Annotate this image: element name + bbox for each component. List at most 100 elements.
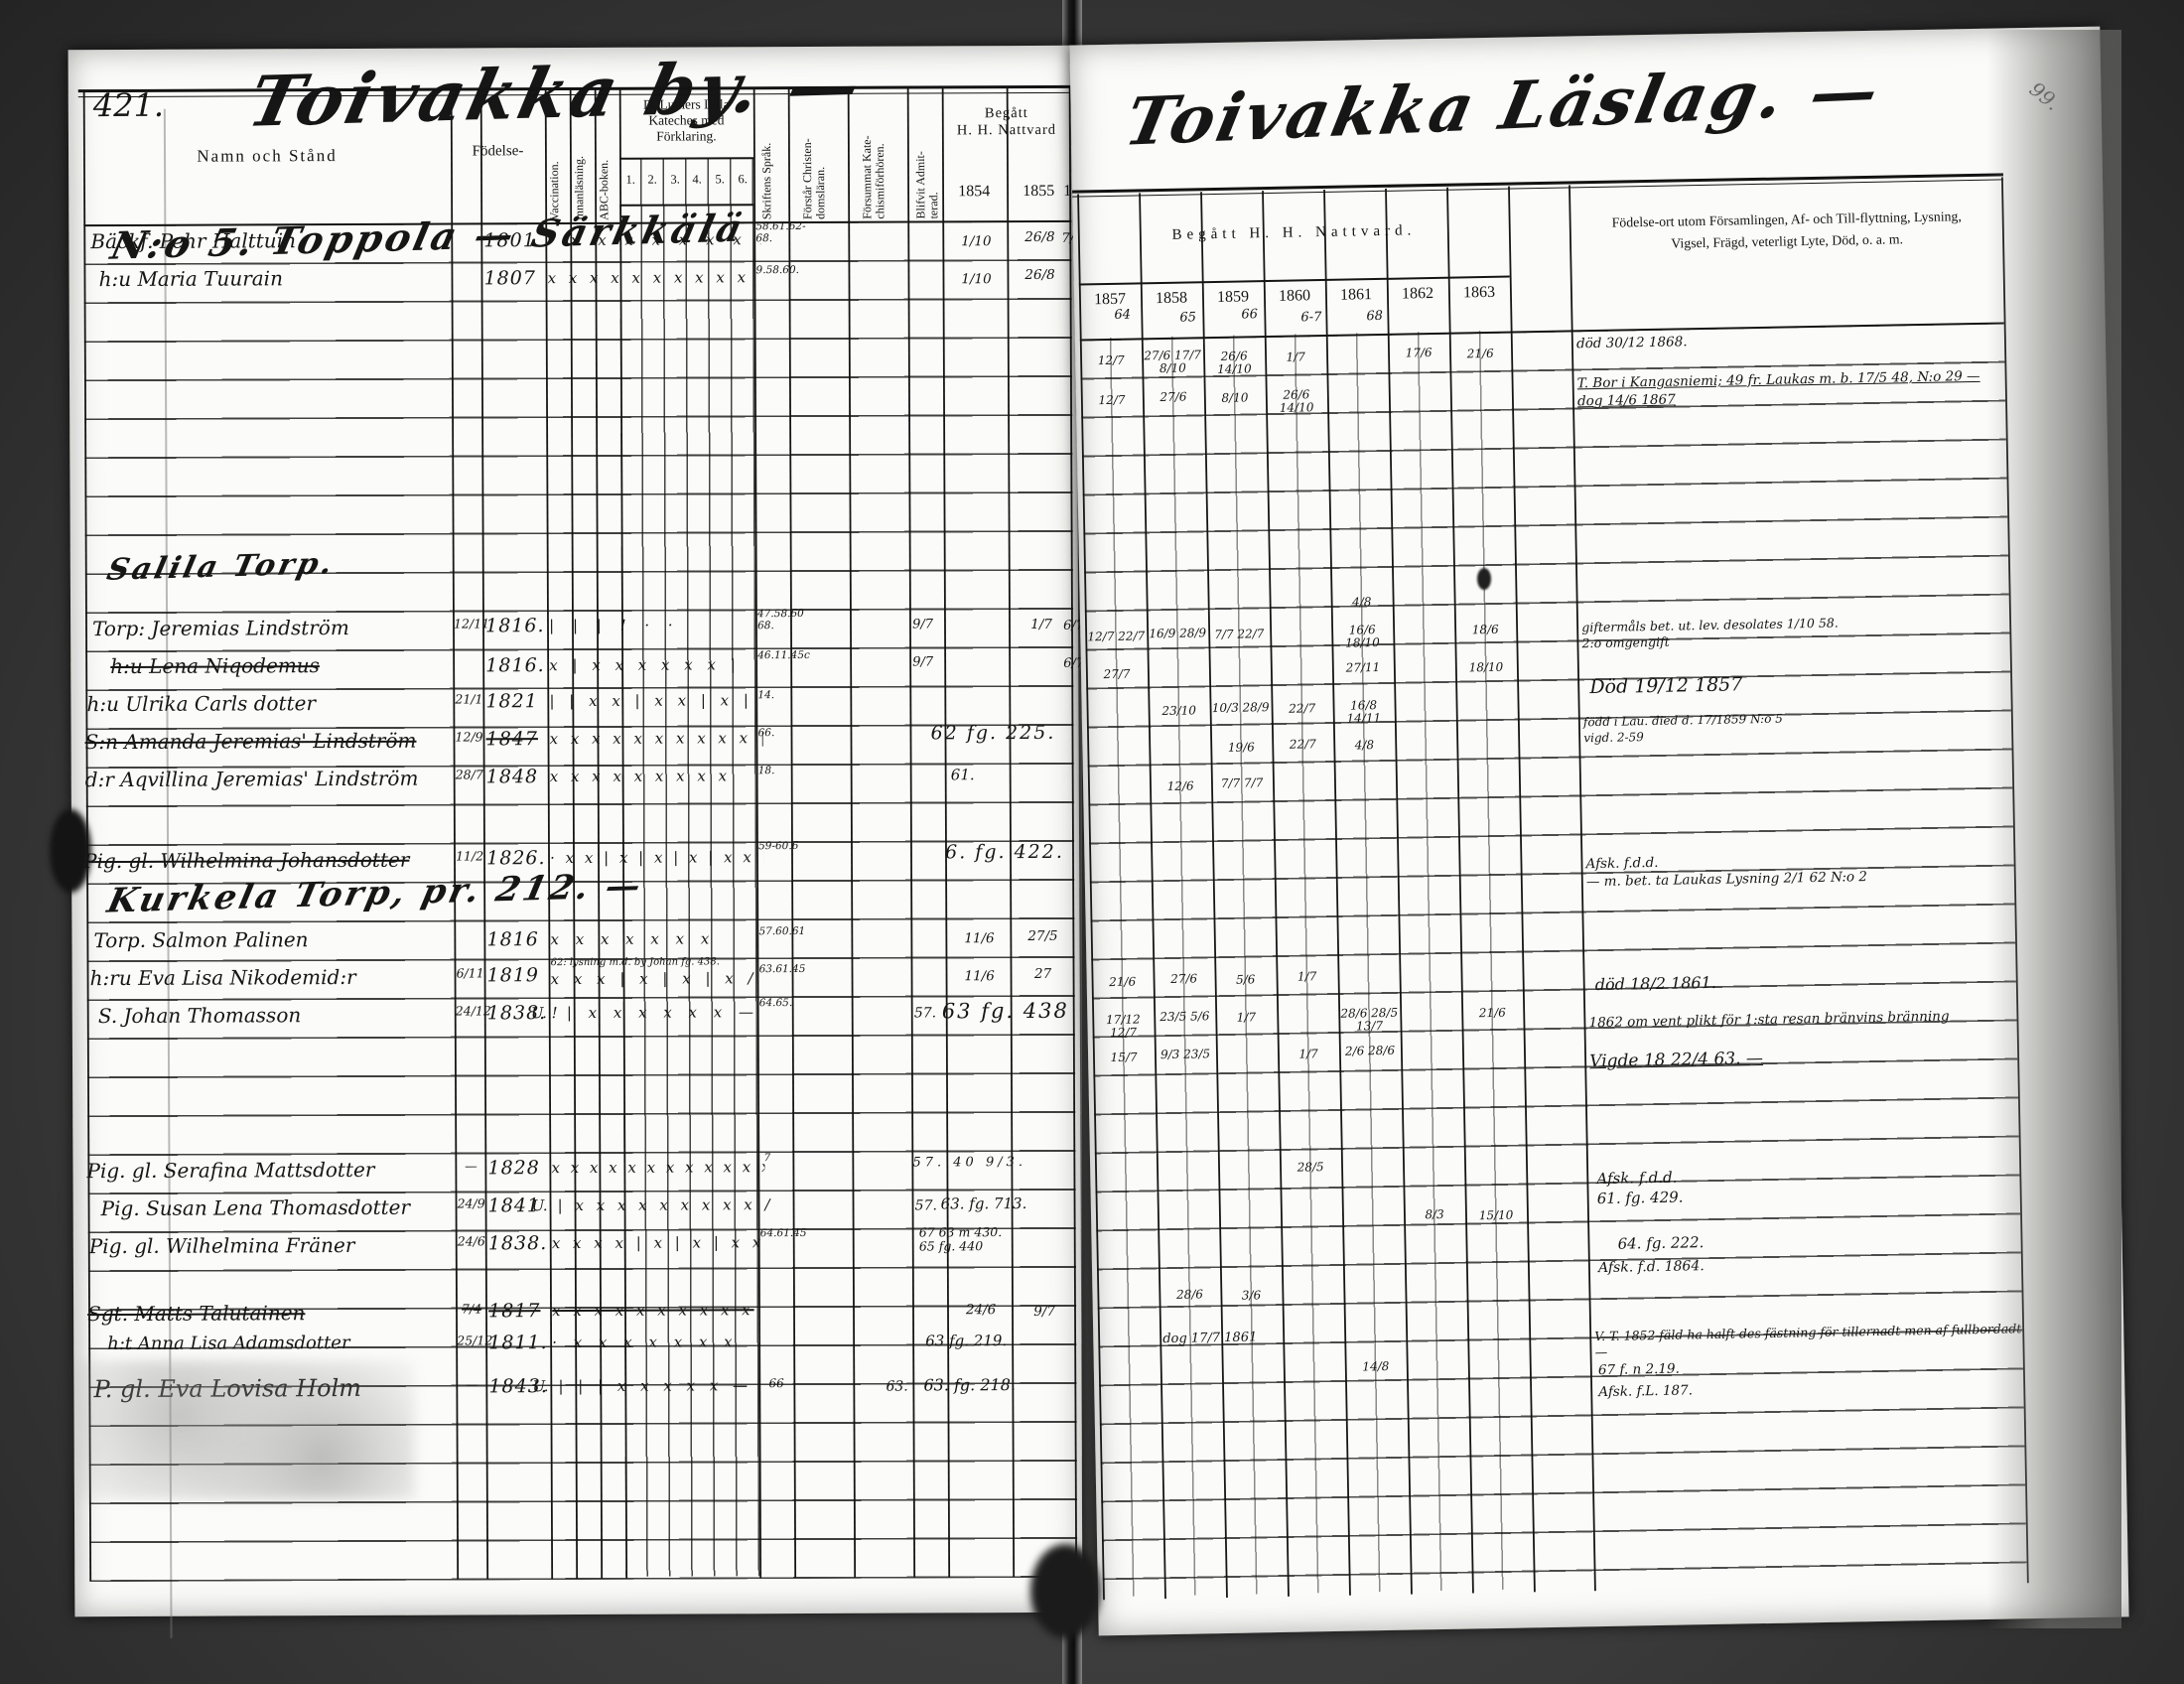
birth-year: 1828 bbox=[487, 1157, 540, 1180]
birth-year: 1811. bbox=[488, 1332, 548, 1354]
communion-date: 27/6 bbox=[1160, 389, 1187, 405]
year-header-1854: 1854 bbox=[958, 183, 991, 201]
year-header-1860: 1860 bbox=[1278, 287, 1311, 305]
birth-date: — bbox=[466, 1376, 478, 1392]
communion-date: 1/7 bbox=[1298, 1047, 1318, 1061]
entry-name: Bäckf. Pehr Halttuin bbox=[90, 228, 297, 254]
communion-date: 28/5 bbox=[1297, 1160, 1324, 1175]
note-understands: 9.58.60. bbox=[755, 264, 799, 277]
entry-name: Pig. Susan Lena Thomasdotter bbox=[100, 1194, 411, 1221]
birth-year: 1819 bbox=[486, 964, 540, 987]
reading-marks: · x x x x x x x x bbox=[547, 231, 761, 250]
entry-name: Pig. gl. Serafina Mattsdotter bbox=[86, 1157, 375, 1184]
communion-date: 28/6 28/5 13/7 bbox=[1340, 1005, 1399, 1034]
entry-name: Torp. Salmon Palinen bbox=[93, 927, 309, 953]
col-header-catechism: D. Luthers Lilla Kateches med Förklaring… bbox=[642, 96, 730, 145]
communion-date: 11/6 bbox=[964, 968, 995, 985]
year-annotation: 64 bbox=[1114, 307, 1132, 323]
reading-marks: | x x x x x x x x x / bbox=[557, 1196, 771, 1215]
birth-year: 1826. bbox=[486, 847, 546, 870]
communion-date: 21/6 bbox=[1109, 974, 1137, 990]
col-header-communion: Begått H. H. Nattvard bbox=[956, 105, 1057, 139]
entry-name: h:u Maria Tuurain bbox=[98, 266, 283, 292]
reference-note: 67 63 m 430. 65 fg. 440 bbox=[918, 1224, 1003, 1254]
note-understands: 64.65. bbox=[758, 997, 793, 1010]
entry-extra-mark: U. ! bbox=[530, 1004, 558, 1023]
entry-name: Sgt. Matts Talutainen bbox=[87, 1301, 306, 1327]
communion-date: 8/3 bbox=[1425, 1206, 1444, 1222]
communion-date: 9/3 23/5 bbox=[1160, 1047, 1211, 1062]
communion-date: 27/5 bbox=[1027, 927, 1058, 945]
note-missed: 63. bbox=[886, 1378, 908, 1395]
communion-date: 11/6 bbox=[964, 930, 995, 947]
reference-note: 62 fg. 225. bbox=[930, 721, 1056, 745]
catechism-col-3: 3. bbox=[670, 172, 680, 187]
corner-scribble: 99. bbox=[2024, 76, 2065, 116]
communion-date: 1/7 bbox=[1286, 350, 1305, 364]
birth-year: 1807 bbox=[483, 267, 536, 290]
entry-name: Torp: Jeremias Lindström bbox=[92, 615, 349, 641]
communion-date: 23/5 5/6 bbox=[1160, 1009, 1210, 1025]
communion-date: 12/7 bbox=[1097, 352, 1125, 368]
reading-marks: x x x x x x x x x bbox=[549, 768, 732, 786]
col-header-scripture: Skriftens Språk. bbox=[758, 142, 774, 220]
year-header-1855: 1855 bbox=[1023, 182, 1055, 201]
communion-date: 22/7 bbox=[1289, 737, 1316, 752]
entry-name: h:u Ulrika Carls dotter bbox=[86, 691, 317, 717]
communion-date: 21/6 bbox=[1466, 346, 1494, 361]
reference-note: 57. 40 9/3. bbox=[912, 1155, 1027, 1171]
communion-date: 1/10 bbox=[961, 233, 992, 250]
note-understands: 63.61.45 bbox=[758, 962, 806, 976]
communion-date: 15/7 bbox=[1110, 1050, 1138, 1065]
communion-date: 28/6 bbox=[1175, 1287, 1204, 1302]
birth-year: 1816. bbox=[485, 654, 545, 677]
note-understands: 66. bbox=[757, 727, 775, 740]
birth-date: 11/2 bbox=[456, 848, 484, 864]
communion-date: 4/8 bbox=[1351, 595, 1372, 610]
communion-date: 1/7 bbox=[1297, 969, 1317, 984]
reading-marks: x x x | x | x | x / bbox=[550, 970, 758, 989]
birth-year: 1821 bbox=[485, 690, 538, 713]
year-annotation: 68 bbox=[1366, 308, 1384, 325]
year-header-1857: 1857 bbox=[1093, 290, 1127, 309]
col-header-admitted: Blifvit Admit- terad. bbox=[913, 151, 941, 219]
remark: Afsk. f.d.d. 61. fg. 429. bbox=[1596, 1168, 1684, 1207]
communion-date: 26/6 14/10 bbox=[1279, 387, 1314, 416]
communion-date: 8/10 bbox=[1221, 390, 1249, 405]
communion-date: 4/8 bbox=[1354, 738, 1375, 753]
reference-note: 63. fg. 713. bbox=[940, 1194, 1027, 1213]
col-header-reading: Innanläsning. bbox=[572, 155, 587, 221]
birth-date: 21/1 bbox=[455, 691, 483, 707]
right-page-title: Toivakka Läslag. — bbox=[1118, 51, 1889, 161]
note-understands: 47.58.60 68. bbox=[757, 607, 804, 632]
year-header-1859: 1859 bbox=[1216, 288, 1250, 306]
year-header-1863: 1863 bbox=[1462, 283, 1496, 302]
communion-date: 3/6 bbox=[1241, 1288, 1262, 1303]
communion-date: 7/7 7/7 bbox=[1220, 775, 1264, 790]
col-header-remarks: Födelse-ort utom Församlingen, Af- och T… bbox=[1611, 209, 1962, 251]
note-understands: 58.61.62- 68. bbox=[755, 219, 806, 244]
reference-note: 6. fg. 422. bbox=[945, 840, 1064, 864]
reading-marks: · x x | x | x | x | x x | bbox=[550, 849, 764, 868]
reference-note: 63. fg. 218. bbox=[923, 1375, 1016, 1395]
communion-date: 17/12 12/7 bbox=[1105, 1012, 1141, 1041]
col-header-vaccination: Vaccination. bbox=[547, 161, 562, 221]
birth-date: 12/9 bbox=[455, 729, 483, 745]
communion-date: 1/10 bbox=[961, 271, 992, 288]
communion-date: 7/7 22/7 bbox=[1214, 627, 1265, 642]
communion-date: 10/3 28/9 bbox=[1211, 700, 1270, 716]
communion-date: 1/7 bbox=[1236, 1010, 1257, 1025]
note-understands: 18. bbox=[757, 765, 775, 777]
entry-name: P. gl. Eva Lovisa Holm bbox=[93, 1373, 362, 1404]
birth-date: 25/12 bbox=[457, 1333, 493, 1348]
reference-note: 63 fg. 219. bbox=[925, 1332, 1008, 1350]
birth-year: 1848 bbox=[485, 766, 539, 788]
communion-date: 27/6 17/7 8/10 bbox=[1144, 348, 1202, 376]
communion-date: 16/9 28/9 bbox=[1149, 626, 1207, 641]
communion-date: 5/6 bbox=[1235, 972, 1256, 987]
right-page: Toivakka Läslag. — 99. Begått H. H. Natt… bbox=[1069, 26, 2129, 1636]
communion-date: 12/7 22/7 bbox=[1087, 629, 1146, 644]
birth-year: 1816 bbox=[486, 928, 539, 951]
entry-name: S:n Amanda Jeremias' Lindström bbox=[84, 728, 417, 755]
entry-name: Pig. gl. Wilhelmina Fräner bbox=[88, 1232, 355, 1259]
